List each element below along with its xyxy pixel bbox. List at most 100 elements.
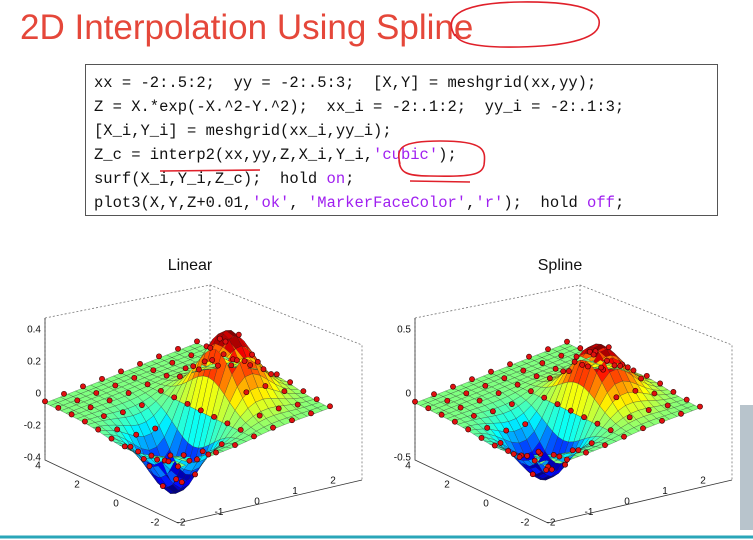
- data-point: [558, 352, 565, 359]
- data-point: [507, 361, 513, 368]
- data-point: [294, 401, 301, 408]
- data-point: [82, 418, 88, 425]
- data-point: [463, 390, 470, 397]
- data-point: [308, 410, 314, 417]
- data-point: [156, 353, 162, 360]
- data-point: [167, 452, 174, 459]
- data-point: [531, 457, 538, 464]
- x-tick-label: 0: [624, 497, 630, 508]
- plot-title: Linear: [168, 257, 213, 274]
- code-token: 'ok': [252, 194, 290, 212]
- data-point: [598, 364, 605, 371]
- z-tick-label: -0.4: [24, 453, 42, 464]
- data-point: [207, 344, 214, 351]
- data-point: [524, 453, 530, 459]
- data-point: [630, 367, 637, 374]
- data-point: [327, 403, 333, 410]
- data-point: [613, 394, 620, 401]
- data-point: [412, 398, 418, 405]
- data-point: [275, 405, 282, 412]
- data-point: [554, 401, 561, 408]
- z-tick-label: 0.5: [397, 325, 411, 336]
- data-point: [190, 363, 197, 370]
- data-point: [127, 443, 134, 450]
- data-point: [55, 404, 62, 411]
- code-token: );: [438, 146, 457, 164]
- data-point: [163, 372, 170, 379]
- y-tick-label: 2: [444, 480, 450, 491]
- code-token: 'r': [475, 194, 504, 212]
- data-point: [624, 364, 631, 371]
- data-point: [233, 357, 240, 364]
- data-point: [611, 362, 618, 369]
- data-point: [61, 390, 67, 397]
- data-point: [539, 360, 546, 366]
- data-point: [270, 424, 276, 431]
- slide-title: 2D Interpolation Using Spline: [20, 8, 474, 47]
- data-point: [121, 443, 128, 450]
- data-point: [216, 335, 223, 342]
- data-point: [157, 387, 164, 394]
- data-point: [451, 418, 458, 425]
- code-token: 'cubic': [373, 146, 439, 164]
- x-tick-label: 0: [254, 497, 260, 508]
- y-tick-label: -2: [151, 518, 160, 529]
- data-point: [562, 461, 568, 468]
- data-point: [465, 426, 472, 433]
- data-point: [251, 433, 257, 440]
- data-point: [604, 357, 610, 364]
- data-point: [535, 448, 542, 455]
- side-image: [740, 405, 753, 530]
- data-point: [581, 414, 587, 421]
- data-point: [93, 390, 100, 396]
- code-line: xx = -2:.5:2; yy = -2:.5:3; [X,Y] = mesh…: [94, 71, 717, 95]
- data-point: [586, 348, 593, 355]
- data-point: [552, 365, 559, 372]
- data-point: [632, 387, 639, 394]
- data-point: [144, 381, 151, 388]
- data-point: [313, 396, 320, 403]
- data-point: [159, 483, 166, 489]
- data-point: [211, 413, 217, 420]
- data-point: [588, 440, 595, 446]
- data-point: [262, 383, 269, 389]
- data-point: [186, 457, 193, 464]
- data-point: [651, 390, 658, 397]
- data-point: [431, 391, 437, 398]
- code-token: plot3(X,Y,Z+0.01,: [94, 194, 253, 212]
- data-point: [560, 368, 567, 375]
- data-point: [95, 426, 102, 433]
- data-point: [556, 453, 563, 460]
- data-point: [209, 357, 216, 363]
- data-point: [218, 441, 225, 448]
- data-point: [571, 358, 578, 365]
- data-point: [112, 382, 119, 389]
- data-point: [101, 413, 107, 419]
- y-tick-label: -2: [521, 518, 530, 529]
- data-point: [106, 397, 113, 404]
- code-line: surf(X_i,Y_i,Z_c); hold on;: [94, 167, 717, 191]
- data-point: [541, 394, 548, 401]
- data-point: [564, 338, 570, 345]
- data-point: [228, 362, 235, 369]
- data-point: [235, 331, 242, 338]
- code-token: ); hold: [503, 194, 588, 212]
- surface-patch: [170, 489, 184, 494]
- data-point: [514, 381, 521, 388]
- axis-lines: [44, 318, 363, 524]
- data-point: [585, 363, 591, 370]
- data-point: [621, 433, 627, 440]
- data-point: [489, 408, 496, 415]
- data-point: [640, 425, 646, 432]
- data-point: [247, 362, 254, 369]
- code-token: on: [326, 170, 346, 188]
- data-point: [213, 449, 219, 456]
- code-line: [X_i,Y_i] = meshgrid(xx_i,yy_i);: [94, 119, 717, 143]
- data-point: [148, 452, 155, 459]
- z-tick-label: 0.4: [27, 325, 41, 336]
- data-point: [482, 382, 489, 389]
- y-tick-label: 0: [113, 499, 119, 510]
- code-token: ;: [345, 170, 355, 188]
- data-point: [197, 407, 204, 414]
- data-point: [602, 442, 608, 449]
